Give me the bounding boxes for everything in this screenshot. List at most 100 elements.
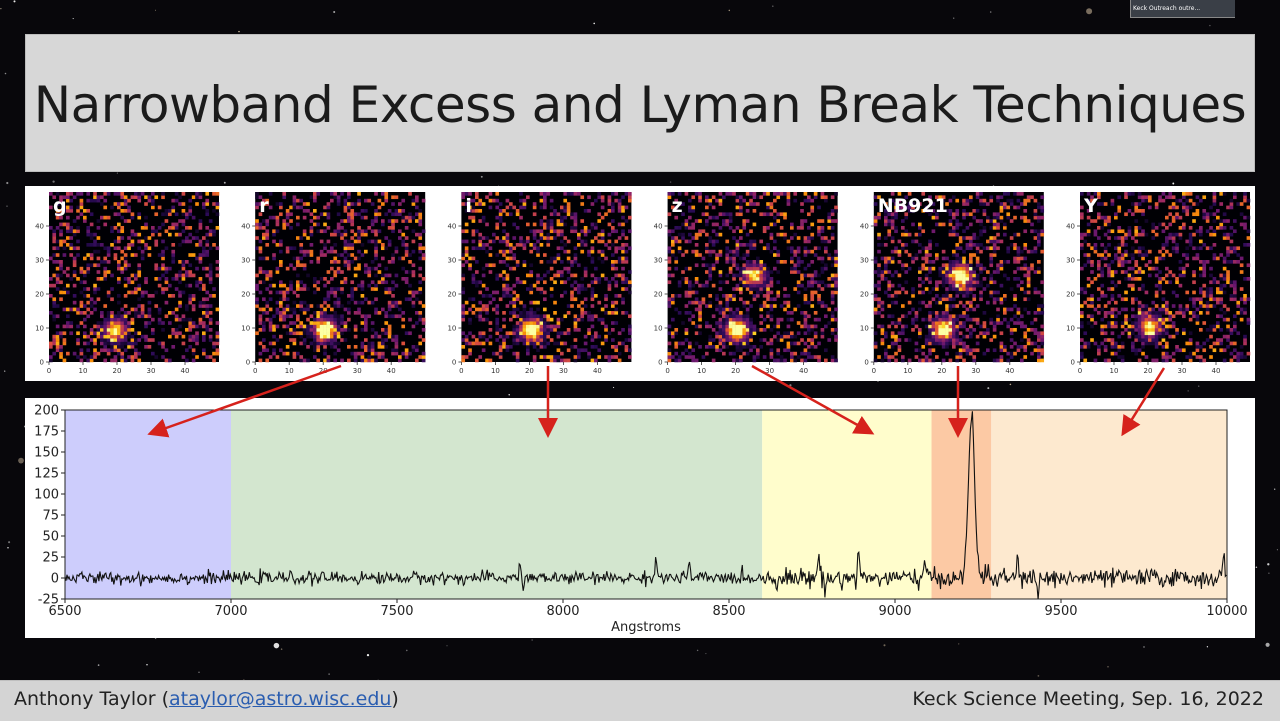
heatmap-cell bbox=[611, 304, 615, 308]
heatmap-cell bbox=[516, 263, 520, 267]
heatmap-cell bbox=[894, 294, 898, 298]
heatmap-cell bbox=[313, 318, 317, 322]
heatmap-cell bbox=[391, 260, 395, 264]
heatmap-cell bbox=[877, 325, 881, 329]
heatmap-cell bbox=[560, 209, 564, 213]
heatmap-cell bbox=[412, 274, 416, 278]
heatmap-cell bbox=[502, 250, 506, 254]
star bbox=[670, 181, 671, 182]
heatmap-cell bbox=[127, 243, 131, 247]
heatmap-cell bbox=[783, 348, 787, 352]
heatmap-cell bbox=[949, 260, 953, 264]
heatmap-cell bbox=[216, 246, 220, 250]
heatmap-cell bbox=[719, 287, 723, 291]
heatmap-cell bbox=[591, 226, 595, 230]
heatmap-cell bbox=[395, 195, 399, 199]
heatmap-cell bbox=[780, 338, 784, 342]
heatmap-cell bbox=[1034, 236, 1038, 240]
heatmap-cell bbox=[594, 236, 598, 240]
heatmap-cell bbox=[182, 342, 186, 346]
heatmap-cell bbox=[320, 321, 324, 325]
heatmap-cell bbox=[357, 233, 361, 237]
heatmap-cell bbox=[59, 352, 63, 356]
heatmap-cell bbox=[942, 345, 946, 349]
heatmap-cell bbox=[165, 287, 169, 291]
heatmap-cell bbox=[989, 240, 993, 244]
heatmap-cell bbox=[969, 308, 973, 312]
heatmap-cell bbox=[580, 318, 584, 322]
heatmap-cell bbox=[614, 348, 618, 352]
heatmap-cell bbox=[817, 226, 821, 230]
heatmap-cell bbox=[100, 331, 104, 335]
heatmap-cell bbox=[374, 331, 378, 335]
heatmap-cell bbox=[621, 260, 625, 264]
heatmap-cell bbox=[279, 243, 283, 247]
heatmap-cell bbox=[100, 314, 104, 318]
heatmap-cell bbox=[262, 311, 266, 315]
heatmap-cell bbox=[821, 301, 825, 305]
heatmap-cell bbox=[374, 308, 378, 312]
heatmap-cell bbox=[296, 223, 300, 227]
heatmap-cell bbox=[107, 348, 111, 352]
heatmap-cell bbox=[773, 246, 777, 250]
heatmap-cell bbox=[495, 321, 499, 325]
heatmap-cell bbox=[310, 233, 314, 237]
heatmap-cell bbox=[279, 260, 283, 264]
heatmap-cell bbox=[337, 195, 341, 199]
heatmap-cell bbox=[671, 250, 675, 254]
heatmap-cell bbox=[587, 284, 591, 288]
heatmap-cell bbox=[722, 195, 726, 199]
heatmap-cell bbox=[807, 263, 811, 267]
heatmap-cell bbox=[797, 321, 801, 325]
heatmap-cell bbox=[1040, 338, 1044, 342]
heatmap-cell bbox=[918, 270, 922, 274]
heatmap-cell bbox=[540, 331, 544, 335]
heatmap-cell bbox=[918, 331, 922, 335]
heatmap-cell bbox=[736, 287, 740, 291]
heatmap-cell bbox=[715, 331, 719, 335]
heatmap-cell bbox=[83, 342, 87, 346]
heatmap-cell bbox=[804, 314, 808, 318]
heatmap-cell bbox=[877, 301, 881, 305]
heatmap-cell bbox=[884, 267, 888, 271]
heatmap-cell bbox=[739, 243, 743, 247]
heatmap-cell bbox=[1020, 280, 1024, 284]
heatmap-cell bbox=[276, 325, 280, 329]
heatmap-cell bbox=[103, 348, 107, 352]
heatmap-cell bbox=[776, 195, 780, 199]
heatmap-cell bbox=[698, 195, 702, 199]
heatmap-cell bbox=[911, 318, 915, 322]
heatmap-cell bbox=[725, 280, 729, 284]
heatmap-cell bbox=[776, 233, 780, 237]
heatmap-cell bbox=[506, 206, 510, 210]
heatmap-cell bbox=[296, 284, 300, 288]
heatmap-cell bbox=[1020, 257, 1024, 261]
heatmap-cell bbox=[574, 246, 578, 250]
heatmap-cell bbox=[418, 267, 422, 271]
heatmap-cell bbox=[959, 287, 963, 291]
heatmap-cell bbox=[188, 294, 192, 298]
heatmap-cell bbox=[996, 233, 1000, 237]
heatmap-cell bbox=[367, 270, 371, 274]
heatmap-cell bbox=[299, 325, 303, 329]
heatmap-cell bbox=[725, 240, 729, 244]
heatmap-cell bbox=[76, 209, 80, 213]
heatmap-cell bbox=[749, 263, 753, 267]
heatmap-cell bbox=[580, 250, 584, 254]
heatmap-cell bbox=[265, 359, 269, 363]
heatmap-cell bbox=[993, 223, 997, 227]
heatmap-cell bbox=[374, 216, 378, 220]
heatmap-cell bbox=[989, 263, 993, 267]
heatmap-cell bbox=[482, 243, 486, 247]
heatmap-cell bbox=[773, 304, 777, 308]
heatmap-cell bbox=[674, 257, 678, 261]
video-thumbnail-overlay[interactable]: Keck Outreach outre... bbox=[1130, 0, 1235, 18]
heatmap-cell bbox=[272, 328, 276, 332]
heatmap-cell bbox=[131, 195, 135, 199]
heatmap-cell bbox=[770, 250, 774, 254]
heatmap-cell bbox=[729, 216, 733, 220]
heatmap-cell bbox=[395, 338, 399, 342]
heatmap-cell bbox=[337, 297, 341, 301]
heatmap-cell bbox=[512, 338, 516, 342]
heatmap-cell bbox=[972, 294, 976, 298]
